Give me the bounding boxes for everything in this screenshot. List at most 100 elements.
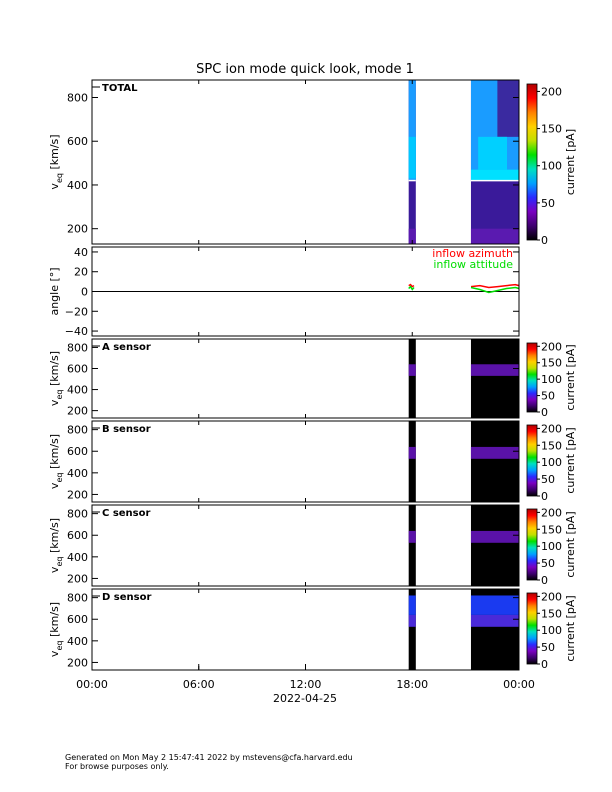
y-tick-label: −20: [65, 305, 88, 318]
heat-band: [470, 614, 519, 627]
panel-frame: [91, 420, 520, 503]
heat-band: [408, 614, 416, 627]
panel-title: C sensor: [102, 508, 150, 519]
colorbar-tick-label: 100: [541, 540, 562, 553]
colorbar-tick-label: 200: [541, 506, 562, 519]
colorbar-tick-label: 50: [541, 390, 555, 403]
colorbar-tick-label: 0: [541, 490, 548, 503]
heat-band: [470, 530, 519, 543]
colorbar-label: current [pA]: [564, 595, 577, 661]
heat-bg: [408, 421, 416, 502]
colorbar-label: current [pA]: [564, 344, 577, 410]
y-tick-label: 800: [67, 424, 88, 437]
series-azimuth: [470, 283, 520, 289]
y-axis-label: veq [km/s]: [48, 351, 64, 406]
colorbar-tick-label: 100: [541, 624, 562, 637]
colorbar-tick-label: 100: [541, 373, 562, 386]
y-label-unit: [km/s]: [48, 434, 61, 473]
colorbar-tick-label: 150: [541, 523, 562, 536]
y-tick-label: 600: [67, 529, 88, 542]
series-attitude: [408, 285, 415, 291]
panel-frame: [91, 588, 520, 671]
y-tick-label: 200: [67, 656, 88, 669]
legend-azimuth: inflow azimuth: [432, 247, 513, 260]
y-tick-label: 400: [67, 551, 88, 564]
colorbar-tick-label: 50: [541, 557, 555, 570]
colorbar-gradient: [526, 424, 538, 497]
y-tick-label: −40: [65, 325, 88, 338]
heat-band: [470, 446, 519, 459]
heatmap-block: [408, 589, 416, 670]
x-tick-label: 18:00: [396, 678, 428, 691]
heatmap-block: [408, 505, 416, 586]
colorbar-tick-label: 100: [541, 456, 562, 469]
heat-bg: [470, 421, 519, 502]
y-tick-label: 200: [67, 488, 88, 501]
colorbar-label: current [pA]: [564, 129, 577, 195]
colorbar-tick-label: 0: [541, 406, 548, 419]
panel-title: D sensor: [102, 592, 151, 603]
heatmap-block: [470, 505, 519, 586]
panel-title: B sensor: [102, 424, 151, 435]
x-axis: 00:00 06:00 12:00 18:00 00:00: [76, 80, 535, 691]
heat-bg: [408, 505, 416, 586]
y-label-sub: eq: [55, 390, 64, 400]
y-tick-label: 200: [67, 405, 88, 418]
heatmap-block: [408, 80, 416, 244]
colorbar-tick-label: 50: [541, 197, 555, 210]
heat-core: [408, 80, 416, 181]
y-tick-label: 800: [67, 508, 88, 521]
y-label-unit: [km/s]: [48, 518, 61, 557]
footer-line-2: For browse purposes only.: [65, 762, 169, 771]
y-tick-label: 200: [67, 572, 88, 585]
colorbar-tick-label: 0: [541, 574, 548, 587]
x-tick-label: 00:00: [76, 678, 108, 691]
colorbar-gradient: [526, 592, 538, 665]
colorbar-tick-label: 150: [541, 607, 562, 620]
colorbar-tick-label: 150: [541, 123, 562, 136]
y-label-var: v: [48, 482, 61, 489]
colorbar-tick-label: 50: [541, 641, 555, 654]
y-tick-label: 400: [67, 179, 88, 192]
panel-frame: [91, 504, 520, 587]
colorbar-tick-label: 200: [541, 85, 562, 98]
colorbar-label: current [pA]: [564, 511, 577, 577]
heat-band: [408, 595, 416, 615]
y-tick-label: 0: [81, 286, 88, 299]
y-axis-label: veq [km/s]: [48, 134, 64, 189]
y-axis-label: veq [km/s]: [48, 518, 64, 573]
heatmap-block: [470, 339, 519, 418]
colorbar-label: current [pA]: [564, 427, 577, 493]
y-tick-label: 800: [67, 341, 88, 354]
colorbar-tick-label: 0: [541, 234, 548, 247]
colorbar-gradient: [526, 508, 538, 581]
colorbar-tick-label: 200: [541, 340, 562, 353]
y-tick-label: 600: [67, 362, 88, 375]
x-tick-label: 12:00: [290, 678, 322, 691]
heat-patch: [408, 136, 416, 179]
footer-line-1: Generated on Mon May 2 15:47:41 2022 by …: [65, 753, 353, 762]
heat-bg: [470, 339, 519, 418]
heat-patch: [478, 136, 507, 170]
y-tick-label: 600: [67, 135, 88, 148]
heat-bg: [408, 589, 416, 670]
y-tick-label: 800: [67, 91, 88, 104]
panel-title: TOTAL: [102, 83, 138, 94]
panel-1: 200 400 600 800 veq [km/s] TOTAL 0 50 100 150 200 c…: [48, 79, 577, 247]
y-axis-label: angle [°]: [48, 267, 61, 315]
panel-frame: [91, 79, 520, 245]
x-tick-label: 06:00: [183, 678, 215, 691]
heat-band: [470, 595, 519, 615]
heat-bg: [408, 339, 416, 418]
y-label-unit: [km/s]: [48, 134, 61, 173]
y-tick-label: 40: [74, 246, 88, 259]
y-axis-label: veq [km/s]: [48, 434, 64, 489]
